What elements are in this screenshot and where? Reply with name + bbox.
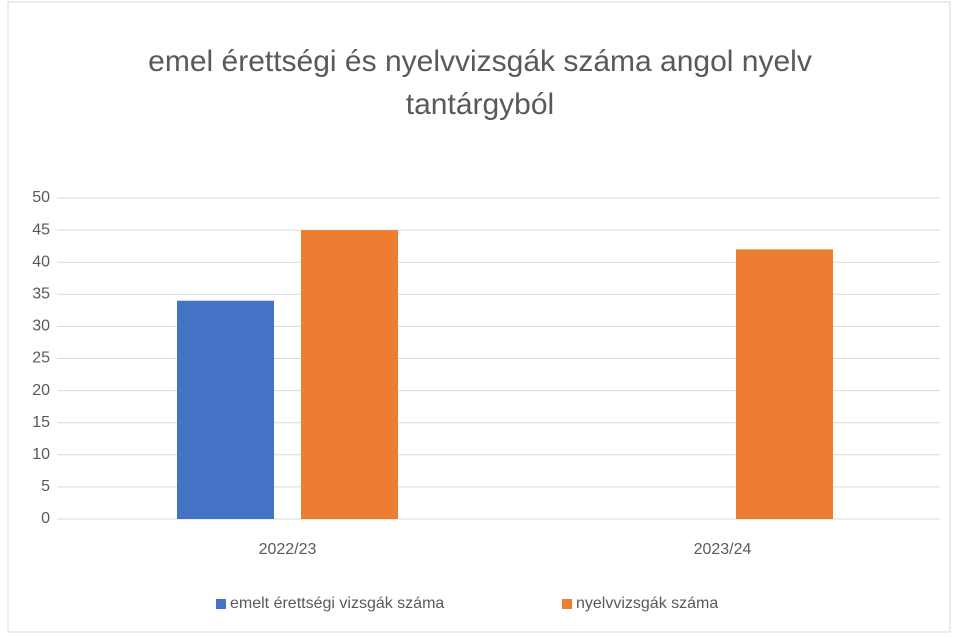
legend-label: nyelvvizsgák száma <box>576 595 718 612</box>
y-tick-label: 45 <box>32 221 50 238</box>
x-tick-label: 2022/23 <box>259 541 317 558</box>
y-tick-label: 10 <box>32 446 50 463</box>
y-tick-label: 50 <box>32 189 50 206</box>
bar <box>301 230 398 519</box>
x-tick-label: 2023/24 <box>694 541 752 558</box>
y-tick-label: 15 <box>32 414 50 431</box>
chart-title: emel érettségi és nyelvvizsgák száma ang… <box>148 45 812 121</box>
y-tick-label: 40 <box>32 253 50 270</box>
y-tick-label: 20 <box>32 382 50 399</box>
legend-swatch <box>562 599 572 609</box>
bar <box>736 249 833 520</box>
legend-label: emelt érettségi vizsgák száma <box>230 595 444 612</box>
y-tick-label: 0 <box>41 510 50 527</box>
y-tick-label: 35 <box>32 286 50 303</box>
bar <box>177 300 274 519</box>
legend-swatch <box>216 599 226 609</box>
y-tick-label: 5 <box>41 478 50 495</box>
y-tick-label: 25 <box>32 350 50 367</box>
y-tick-label: 30 <box>32 318 50 335</box>
